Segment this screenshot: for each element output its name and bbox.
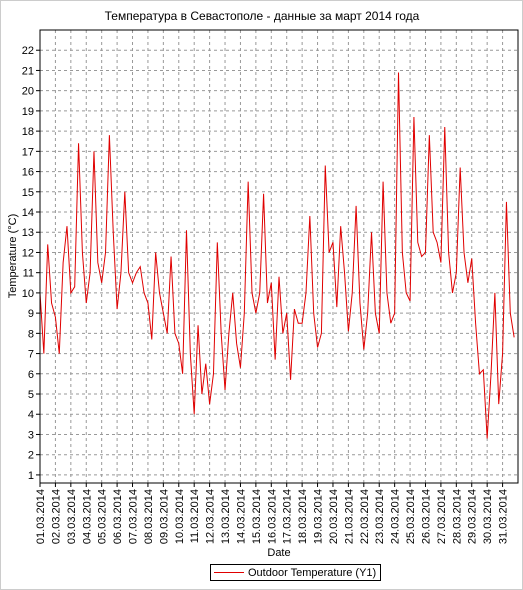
- x-tick-label: 22.03.2014: [359, 489, 371, 544]
- y-tick-label: 13: [22, 227, 34, 239]
- x-tick-label: 04.03.2014: [81, 489, 93, 544]
- x-tick-label: 21.03.2014: [343, 489, 355, 544]
- chart-title: Температура в Севастополе - данные за ма…: [105, 9, 420, 23]
- y-tick-label: 11: [23, 268, 34, 280]
- y-tick-label: 21: [22, 65, 34, 77]
- x-tick-label: 01.03.2014: [35, 489, 47, 544]
- y-tick-label: 16: [22, 167, 34, 179]
- y-tick-label: 3: [28, 429, 34, 441]
- y-tick-label: 12: [22, 247, 34, 259]
- x-tick-label: 17.03.2014: [282, 489, 294, 544]
- y-tick-label: 17: [22, 146, 34, 158]
- legend: Outdoor Temperature (Y1): [210, 564, 381, 581]
- x-tick-label: 25.03.2014: [405, 489, 417, 544]
- y-tick-label: 6: [28, 369, 34, 381]
- x-tick-label: 18.03.2014: [297, 489, 309, 544]
- y-tick-label: 22: [22, 45, 34, 57]
- y-tick-label: 7: [28, 349, 34, 361]
- y-tick-label: 20: [22, 86, 34, 98]
- x-tick-label: 05.03.2014: [97, 489, 109, 544]
- x-tick-label: 26.03.2014: [420, 489, 432, 544]
- y-tick-label: 5: [28, 389, 34, 401]
- y-tick-label: 14: [22, 207, 34, 219]
- x-tick-label: 27.03.2014: [436, 489, 448, 544]
- x-tick-label: 31.03.2014: [498, 489, 510, 544]
- y-tick-label: 18: [22, 126, 34, 138]
- x-tick-label: 24.03.2014: [390, 489, 402, 544]
- x-tick-label: 11.03.2014: [189, 489, 201, 543]
- legend-label: Outdoor Temperature (Y1): [248, 567, 376, 579]
- x-tick-label: 02.03.2014: [50, 489, 62, 544]
- x-tick-label: 10.03.2014: [174, 489, 186, 544]
- x-tick-label: 15.03.2014: [251, 489, 263, 544]
- x-tick-label: 16.03.2014: [266, 489, 278, 544]
- x-tick-label: 29.03.2014: [467, 489, 479, 544]
- y-tick-label: 10: [22, 288, 34, 300]
- y-axis-label: Temperature (°C): [7, 214, 19, 298]
- y-tick-label: 9: [28, 308, 34, 320]
- x-tick-label: 23.03.2014: [374, 489, 386, 544]
- x-tick-label: 12.03.2014: [205, 489, 217, 544]
- y-tick-label: 19: [22, 106, 34, 118]
- y-tick-label: 15: [22, 187, 34, 199]
- x-tick-label: 20.03.2014: [328, 489, 340, 544]
- plot-frame: [39, 29, 519, 484]
- x-tick-label: 07.03.2014: [128, 489, 140, 544]
- x-tick-label: 30.03.2014: [482, 489, 494, 544]
- x-axis-label: Date: [267, 547, 290, 559]
- y-tick-label: 8: [28, 328, 34, 340]
- x-tick-label: 08.03.2014: [143, 489, 155, 544]
- legend-box: [210, 564, 381, 581]
- x-tick-label: 03.03.2014: [66, 489, 78, 544]
- y-tick-label: 4: [28, 409, 34, 421]
- x-tick-label: 14.03.2014: [235, 489, 247, 544]
- series-line: [39, 72, 515, 439]
- x-tick-label: 09.03.2014: [158, 489, 170, 544]
- x-tick-label: 19.03.2014: [313, 489, 325, 544]
- y-tick-label: 2: [28, 450, 34, 462]
- y-tick-label: 1: [28, 470, 34, 482]
- x-tick-label: 13.03.2014: [220, 489, 232, 544]
- x-tick-label: 28.03.2014: [451, 489, 463, 544]
- x-tick-label: 06.03.2014: [112, 489, 124, 544]
